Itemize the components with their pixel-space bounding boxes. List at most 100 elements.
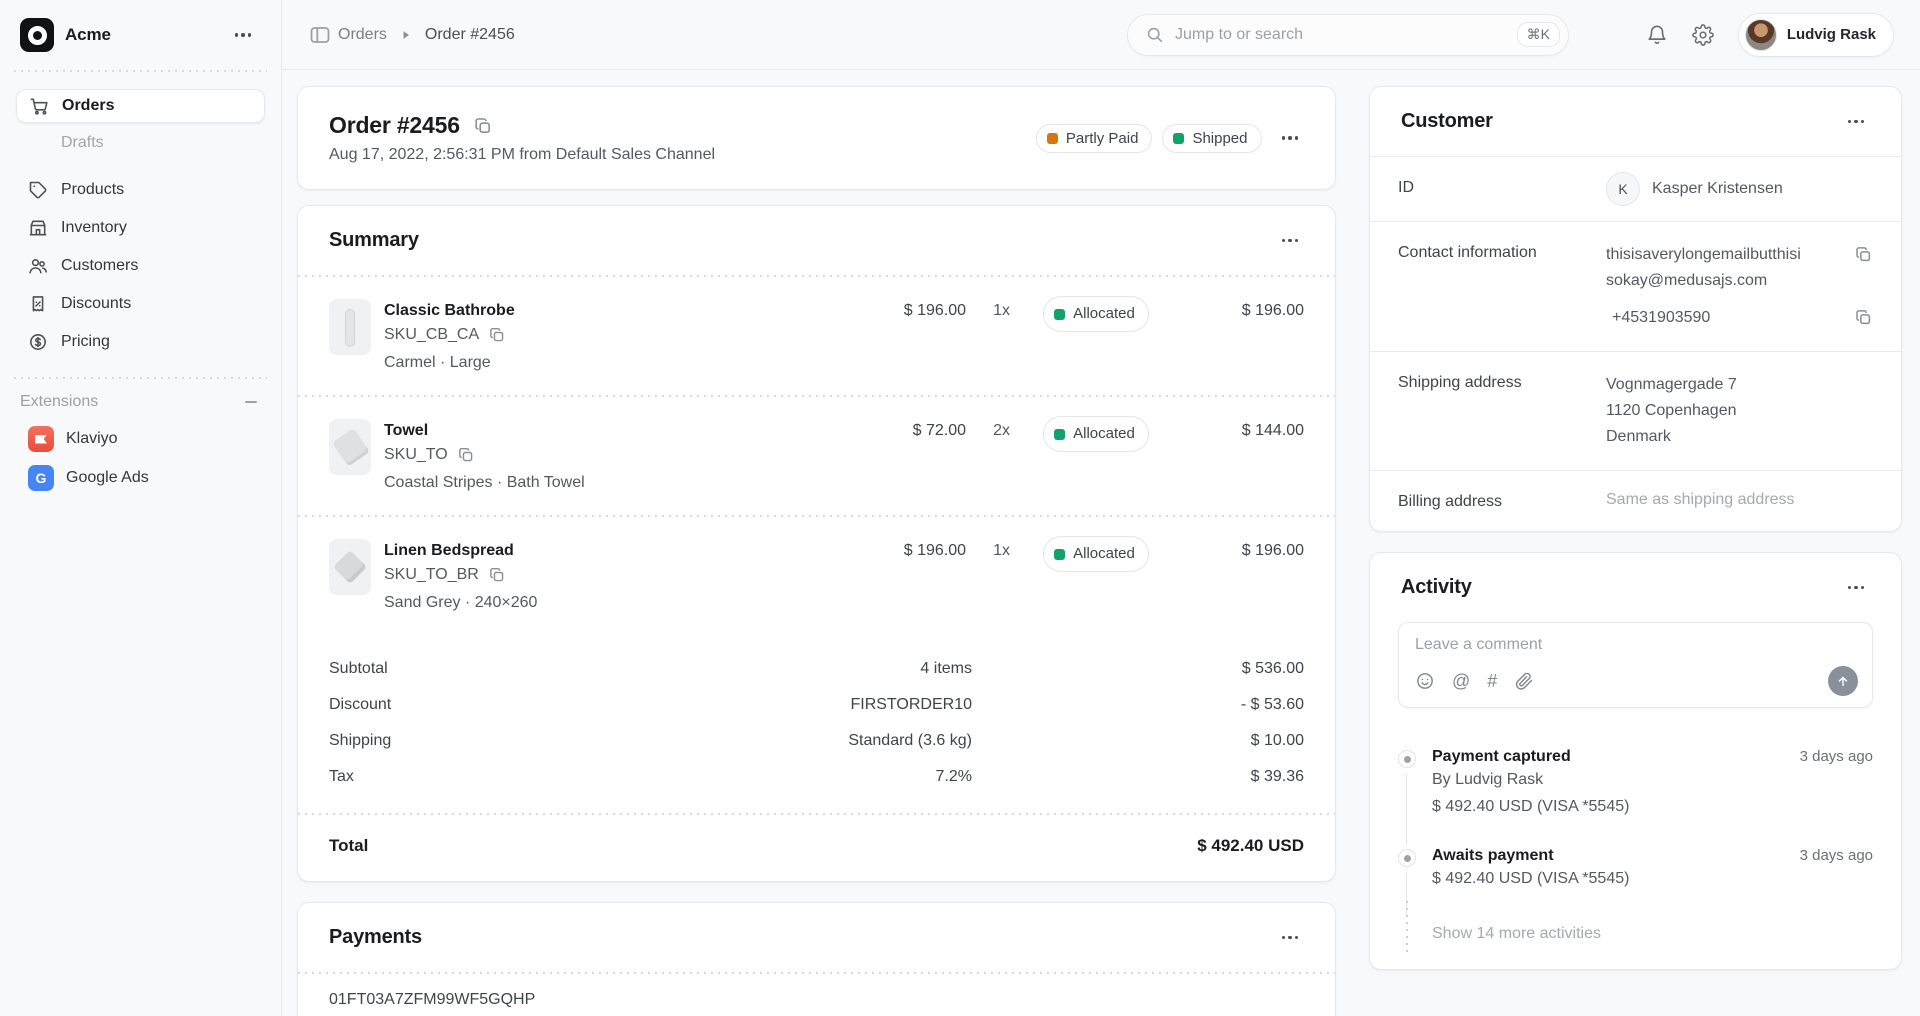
acme-logo[interactable]: [20, 18, 54, 52]
breadcrumb-orders-link[interactable]: Orders: [338, 25, 387, 43]
activity-actions-button[interactable]: [1842, 580, 1871, 596]
product-sku: SKU_CB_CA: [384, 326, 480, 343]
sidebar-divider: [14, 377, 267, 379]
unit-price: $ 196.00: [903, 302, 966, 319]
address-line: Vognmagergade 7: [1606, 376, 1737, 393]
order-actions-button[interactable]: [1276, 130, 1305, 146]
sidebar-nav: Orders Drafts Products Inventory Custome…: [0, 72, 281, 363]
copy-icon[interactable]: [1854, 245, 1873, 264]
sidebar-toggle-button[interactable]: [308, 23, 332, 47]
sidebar-collapse-icon: [310, 26, 330, 43]
payments-actions-button[interactable]: [1276, 930, 1305, 946]
quantity: 1x: [993, 302, 1010, 319]
fulfillment-status-badge: Shipped: [1162, 123, 1262, 153]
store-name: Acme: [65, 25, 111, 44]
product-name: Towel: [384, 422, 429, 439]
users-icon: [29, 259, 47, 274]
sidebar-item-label: Drafts: [61, 134, 104, 151]
status-dot: [1046, 132, 1058, 144]
gear-icon: [1691, 23, 1714, 46]
sidebar-item-label: Inventory: [61, 219, 127, 236]
copy-icon[interactable]: [488, 566, 506, 584]
customer-name[interactable]: Kasper Kristensen: [1652, 180, 1783, 197]
status-dot: [1054, 548, 1066, 560]
sidebar-item-label: Discounts: [61, 295, 132, 312]
status-dot: [1173, 132, 1185, 144]
customer-card: Customer ID K Kasper Kristensen Contact …: [1369, 86, 1902, 532]
attachment-icon[interactable]: [1514, 671, 1534, 691]
store-menu-button[interactable]: [229, 27, 258, 43]
sidebar-item-klaviyo[interactable]: Klaviyo: [16, 421, 265, 457]
line-total: $ 196.00: [1241, 542, 1304, 559]
sidebar: Acme Orders Drafts Products Inventory Cu…: [0, 0, 282, 1016]
order-column: Order #2456 Aug 17, 2022, 2:56:31 PM fro…: [297, 86, 1336, 1016]
search-placeholder: Jump to or search: [1175, 25, 1304, 43]
product-name: Classic Bathrobe: [384, 302, 515, 319]
activity-feed: Payment captured 3 days ago By Ludvig Ra…: [1398, 748, 1873, 957]
notifications-button[interactable]: [1646, 24, 1668, 46]
copy-icon[interactable]: [457, 446, 475, 464]
product-thumbnail: [329, 419, 371, 475]
billing-address-value: Same as shipping address: [1606, 491, 1795, 508]
line-item: Towel SKU_TO Coastal Stripes · Bath Towe…: [298, 397, 1335, 515]
emoji-icon[interactable]: [1415, 671, 1435, 691]
sidebar-item-drafts[interactable]: Drafts: [16, 127, 265, 159]
sidebar-item-orders[interactable]: Orders: [16, 89, 265, 123]
building-icon: [29, 220, 47, 236]
copy-icon[interactable]: [488, 326, 506, 344]
unit-price: $ 72.00: [912, 422, 966, 439]
shipping-row: Shipping Standard (3.6 kg) $ 10.00: [329, 732, 1304, 749]
sidebar-item-google-ads[interactable]: G Google Ads: [16, 460, 265, 496]
summary-actions-button[interactable]: [1276, 233, 1305, 249]
show-more-activities-link[interactable]: Show 14 more activities: [1398, 901, 1873, 957]
copy-icon[interactable]: [1854, 308, 1873, 327]
divider: [298, 972, 1335, 974]
send-comment-button[interactable]: [1828, 666, 1858, 696]
product-variant: Coastal Stripes · Bath Towel: [384, 474, 585, 491]
divider: [298, 515, 1335, 517]
sidebar-item-label: Products: [61, 181, 125, 198]
settings-button[interactable]: [1691, 23, 1714, 46]
search-input[interactable]: Jump to or search ⌘K: [1127, 13, 1569, 56]
sidebar-item-inventory[interactable]: Inventory: [16, 211, 265, 245]
activity-event-title: Awaits payment: [1432, 847, 1554, 864]
address-line: 1120 Copenhagen: [1606, 402, 1737, 419]
customer-avatar: K: [1606, 172, 1640, 206]
line-item: Classic Bathrobe SKU_CB_CA Carmel · Larg…: [298, 277, 1335, 395]
customer-actions-button[interactable]: [1842, 114, 1871, 130]
divider: [298, 395, 1335, 397]
extensions-header: Extensions: [0, 379, 281, 421]
divider: [298, 275, 1335, 277]
status-dot: [1054, 428, 1066, 440]
user-menu[interactable]: Ludvig Rask: [1737, 12, 1894, 57]
timeline-bullet-icon: [1398, 750, 1416, 768]
shipping-address-row: Shipping address Vognmagergade 7 1120 Co…: [1370, 351, 1901, 470]
hashtag-icon[interactable]: #: [1487, 671, 1498, 691]
comment-input[interactable]: Leave a comment @ #: [1398, 622, 1873, 708]
status-dot: [1054, 308, 1066, 320]
activity-detail: $ 492.40 USD (VISA *5545): [1432, 870, 1630, 887]
product-name: Linen Bedspread: [384, 542, 514, 559]
collapse-extensions-icon[interactable]: [245, 401, 257, 403]
line-item: Linen Bedspread SKU_TO_BR Sand Grey · 24…: [298, 517, 1335, 635]
product-thumbnail: [329, 299, 371, 355]
sidebar-item-products[interactable]: Products: [16, 173, 265, 207]
product-sku: SKU_TO: [384, 446, 448, 463]
timeline-dotted-line: [1406, 901, 1408, 957]
product-sku: SKU_TO_BR: [384, 566, 479, 583]
activity-timestamp: 3 days ago: [1799, 847, 1873, 864]
grand-total-amount: $ 492.40 USD: [1197, 836, 1304, 855]
summary-title: Summary: [329, 229, 419, 251]
arrow-up-icon: [1838, 676, 1848, 686]
sidebar-item-customers[interactable]: Customers: [16, 249, 265, 283]
product-thumbnail: [329, 539, 371, 595]
billing-address-row: Billing address Same as shipping address: [1370, 470, 1901, 531]
sidebar-item-discounts[interactable]: Discounts: [16, 287, 265, 321]
ticket-percent-icon: [32, 296, 44, 312]
allocation-badge: Allocated: [1043, 416, 1149, 452]
copy-icon[interactable]: [473, 116, 493, 136]
line-total: $ 144.00: [1241, 422, 1304, 439]
customer-email: thisisaverylongemailbutthisisokay@medusa…: [1606, 246, 1801, 289]
mention-icon[interactable]: @: [1452, 671, 1471, 691]
sidebar-item-pricing[interactable]: Pricing: [16, 325, 265, 359]
